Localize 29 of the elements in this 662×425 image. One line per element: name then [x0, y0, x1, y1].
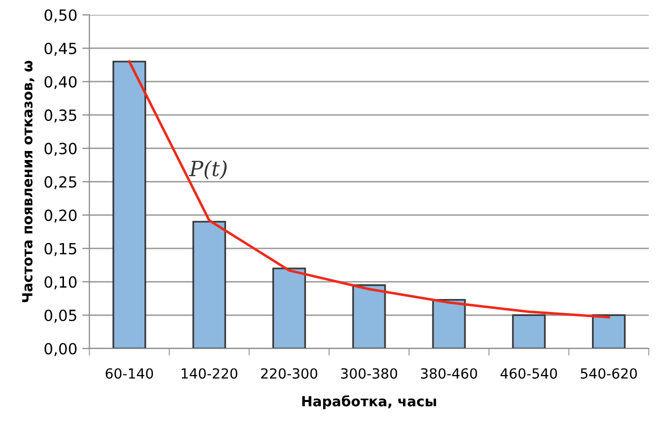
bar — [512, 314, 546, 348]
y-tick-label: 0,15 — [44, 242, 76, 256]
y-tick-label: 0,50 — [44, 9, 77, 22]
y-tick-label: 0,00 — [44, 342, 77, 356]
y-tick-label: 0,05 — [44, 310, 76, 323]
bar — [112, 60, 146, 348]
y-axis-title: Частота появления отказов, ω — [22, 60, 34, 302]
x-tick-label: 220-300 — [261, 368, 318, 379]
y-tick-label: 0,10 — [44, 276, 77, 290]
x-tick-label: 140-220 — [182, 368, 238, 379]
bar — [432, 298, 466, 348]
bar — [352, 284, 386, 348]
bar — [592, 314, 626, 348]
line-series — [128, 60, 610, 318]
x-tick-label: 60-140 — [106, 368, 153, 379]
y-tick-label: 0,30 — [44, 142, 77, 156]
x-tick-label: 300-380 — [341, 368, 398, 379]
series-label: P(t) — [188, 160, 227, 180]
x-axis-title: Наработка, часы — [302, 395, 436, 410]
y-tick-label: 0,20 — [44, 210, 77, 223]
bar — [192, 220, 226, 348]
bar — [272, 268, 306, 348]
y-tick-label: 0,35 — [44, 109, 76, 123]
y-tick-label: 0,45 — [44, 42, 76, 56]
y-tick-label: 0,25 — [44, 176, 76, 190]
y-tick-label: 0,40 — [44, 76, 77, 90]
x-tick-label: 460-540 — [500, 368, 557, 379]
x-tick-label: 540-620 — [580, 368, 637, 379]
x-tick-label: 380-460 — [421, 368, 478, 379]
